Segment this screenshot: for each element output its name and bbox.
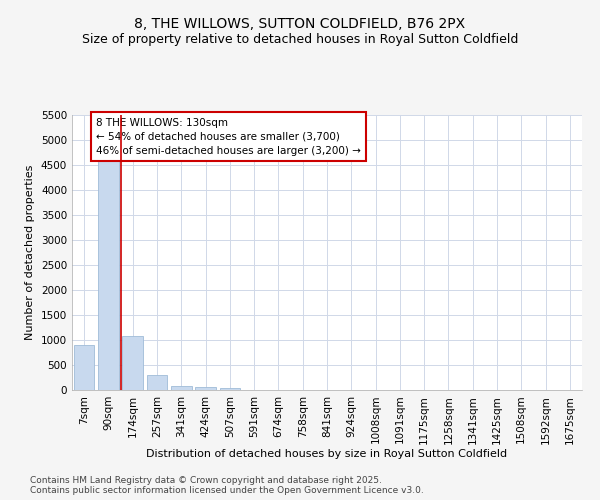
Bar [122,336,143,390]
Bar [220,388,240,390]
Text: Size of property relative to detached houses in Royal Sutton Coldfield: Size of property relative to detached ho… [82,32,518,46]
Bar [98,161,119,390]
Bar [171,386,191,390]
Bar [146,375,167,390]
X-axis label: Distribution of detached houses by size in Royal Sutton Coldfield: Distribution of detached houses by size … [146,449,508,459]
Y-axis label: Number of detached properties: Number of detached properties [25,165,35,340]
Bar [195,386,216,390]
Text: 8, THE WILLOWS, SUTTON COLDFIELD, B76 2PX: 8, THE WILLOWS, SUTTON COLDFIELD, B76 2P… [134,18,466,32]
Text: 8 THE WILLOWS: 130sqm
← 54% of detached houses are smaller (3,700)
46% of semi-d: 8 THE WILLOWS: 130sqm ← 54% of detached … [96,118,361,156]
Text: Contains HM Land Registry data © Crown copyright and database right 2025.
Contai: Contains HM Land Registry data © Crown c… [30,476,424,495]
Bar [74,345,94,390]
